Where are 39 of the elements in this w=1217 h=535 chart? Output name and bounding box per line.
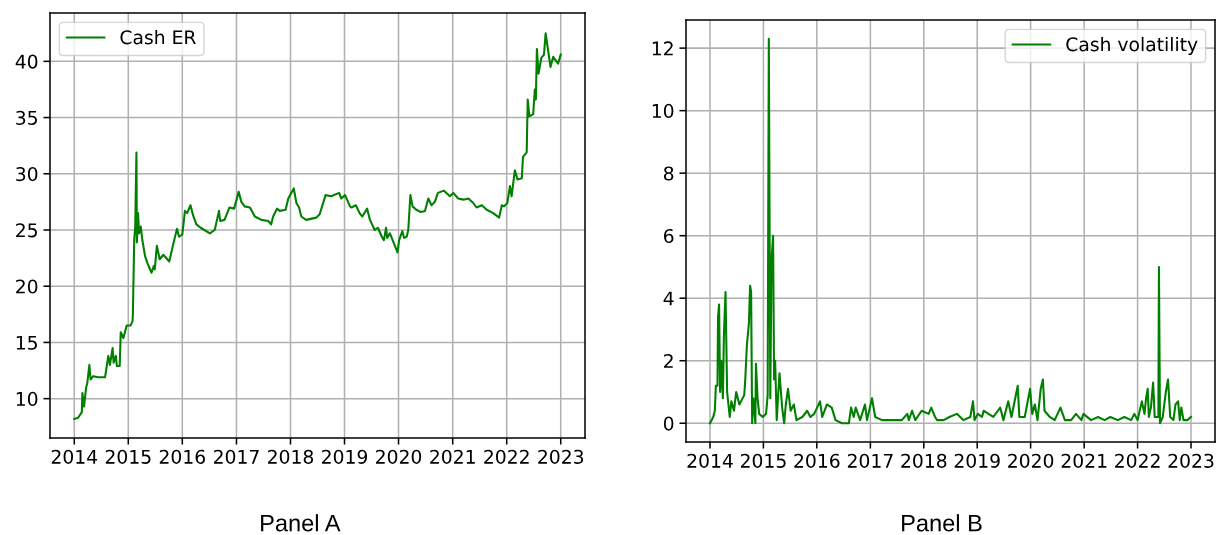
y-tick-label: 40: [15, 54, 38, 69]
legend-label: Cash ER: [120, 29, 196, 45]
x-tick-label: 2022: [484, 449, 529, 464]
x-tick-label: 2020: [1008, 453, 1054, 468]
x-tick-label: 2019: [322, 449, 368, 464]
x-tick-label: 2023: [1168, 453, 1214, 468]
y-tick-label: 25: [16, 223, 37, 238]
x-tick-label: 2020: [376, 449, 422, 464]
y-tick-label: 0: [663, 416, 674, 431]
x-tick-label: 2017: [847, 453, 893, 468]
x-tick-label: 2016: [794, 453, 840, 468]
y-tick-label: 35: [16, 110, 37, 125]
y-tick-label: 6: [663, 228, 674, 244]
x-tick-label: 2023: [538, 449, 584, 464]
text: Panel A: [261, 514, 341, 532]
y-tick-label: 10: [16, 391, 38, 407]
x-tick-label: 2018: [901, 453, 947, 468]
x-tick-label: 2016: [159, 449, 205, 464]
x-tick-label: 2014: [687, 453, 733, 468]
y-tick-label: 8: [663, 166, 674, 181]
text: Panel B: [902, 514, 982, 532]
x-tick-label: 2021: [1061, 453, 1107, 468]
y-tick-label: 4: [663, 291, 674, 306]
y-tick-label: 20: [16, 279, 38, 294]
x-tick-label: 2015: [105, 449, 151, 464]
x-tick-label: 2015: [740, 453, 786, 468]
y-tick-label: 10: [652, 103, 674, 119]
y-tick-label: 2: [664, 353, 673, 368]
x-tick-label: 2014: [51, 449, 98, 464]
line-series: [73, 32, 562, 420]
x-tick-label: 2018: [268, 449, 314, 464]
legend-label: Cash volatility: [1066, 36, 1198, 56]
y-tick-label: 30: [16, 166, 38, 182]
x-tick-label: 2017: [213, 449, 259, 464]
x-tick-label: 2022: [1115, 453, 1160, 468]
x-tick-label: 2021: [430, 449, 475, 464]
x-tick-label: 2019: [954, 453, 1000, 468]
y-tick-label: 12: [652, 41, 673, 56]
y-tick-label: 15: [16, 335, 37, 350]
